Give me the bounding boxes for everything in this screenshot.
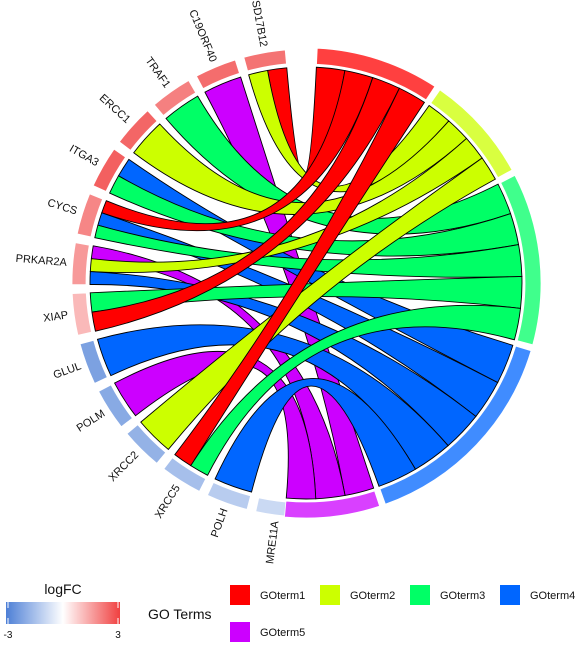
gene-arc-xrcc2: [126, 424, 167, 464]
legend-label-goterm3: GOterm3: [440, 590, 485, 602]
logfc-min-label: -3: [4, 630, 13, 641]
gene-label-itga3: ITGA3: [67, 143, 101, 169]
gene-label-c19orf40: C19ORF40: [186, 8, 219, 64]
gene-label-traf1: TRAF1: [143, 55, 173, 90]
gene-label-cycs: CYCS: [46, 197, 79, 218]
gene-arc-polm: [98, 384, 133, 428]
goterms-legend-items: GOterm1 GOterm2 GOterm3 GOterm4 GOterm5: [230, 585, 575, 642]
term-arc-goterm1: [316, 47, 436, 101]
gene-label-mre11a: MRE11A: [264, 520, 281, 565]
ribbon-xrcc5-goterm3: [190, 304, 521, 476]
legend-label-goterm2: GOterm2: [350, 590, 395, 602]
gene-arc-glul: [79, 339, 108, 384]
gene-arc-prkar2a: [71, 242, 90, 286]
gene-arc-traf1: [153, 80, 197, 117]
term-arc-goterm5: [284, 490, 381, 519]
logfc-legend-title: logFC: [44, 581, 81, 597]
gene-arc-xrcc5: [163, 457, 207, 492]
gene-label-prkar2a: PRKAR2A: [15, 253, 68, 269]
legend-swatch-goterm1: [230, 585, 250, 605]
gene-arc-polh: [206, 482, 252, 510]
gene-label-ercc1: ERCC1: [97, 92, 133, 126]
gene-arc-hsd17b12: [243, 49, 287, 72]
legend-swatch-goterm5: [230, 622, 250, 642]
term-arc-goterm4: [379, 345, 532, 505]
legend-label-goterm1: GOterm1: [260, 590, 305, 602]
ribbon-layer: [89, 66, 523, 500]
gene-label-xrcc2: XRCC2: [106, 449, 141, 484]
term-arc-goterm2: [430, 89, 513, 179]
logfc-max-label: 3: [115, 630, 121, 641]
term-arc-layer: [284, 47, 542, 519]
legend-swatch-goterm3: [410, 585, 430, 605]
term-arc-goterm3: [500, 174, 542, 346]
legend-swatch-goterm2: [320, 585, 340, 605]
gene-arc-ercc1: [118, 110, 158, 151]
legend-swatch-goterm4: [500, 585, 520, 605]
logfc-legend: logFC -3 3: [4, 581, 122, 641]
gene-label-hsd17b12: HSD17B12: [248, 0, 270, 48]
gene-label-glul: GLUL: [52, 360, 83, 381]
gene-label-xrcc5: XRCC5: [153, 483, 183, 521]
gene-arc-cycs: [76, 193, 104, 238]
goterms-legend-title: GO Terms: [148, 606, 212, 622]
ribbon-polh-goterm4: [214, 378, 417, 493]
legend-label-goterm5: GOterm5: [260, 627, 305, 639]
gene-arc-c19orf40: [195, 59, 240, 90]
ribbon-xrcc5-goterm1: [174, 87, 426, 467]
gene-label-polh: POLH: [209, 507, 230, 539]
logfc-colorbar: [6, 602, 120, 624]
gene-arc-xiap: [71, 292, 93, 336]
legend-label-goterm4: GOterm4: [530, 590, 575, 602]
gene-arc-itga3: [92, 148, 127, 192]
goterms-legend: GO Terms GOterm1 GOterm2 GOterm3 GOterm4GOt…: [148, 585, 575, 642]
gene-label-xiap: XIAP: [43, 309, 69, 324]
gene-label-polm: POLM: [75, 408, 108, 435]
